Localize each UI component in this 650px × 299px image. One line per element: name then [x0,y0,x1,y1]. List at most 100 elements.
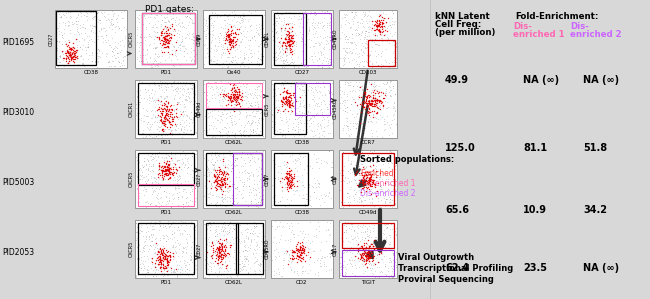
Point [133,118,144,123]
Point [150,51,161,56]
Point [297,92,307,97]
Point [339,229,349,234]
Point [389,109,400,113]
Point [365,103,376,107]
Point [285,16,296,21]
Point [338,258,348,263]
Point [170,162,180,167]
Point [138,53,148,58]
Point [208,220,218,225]
Point [360,45,370,49]
Point [360,251,370,255]
Point [378,194,389,199]
Point [285,44,295,49]
Point [241,110,252,115]
Point [231,99,241,103]
Point [277,179,287,184]
Point [168,161,179,166]
Point [249,226,259,231]
Point [163,108,174,113]
Point [256,34,266,39]
Point [157,171,168,176]
Point [283,125,293,130]
Point [309,51,319,56]
Point [70,51,81,56]
Point [272,129,282,134]
Point [164,31,174,36]
Point [293,126,304,131]
Point [73,13,83,18]
Point [210,251,220,256]
Point [162,113,173,118]
Point [365,183,376,188]
Point [111,25,121,29]
Point [387,131,398,136]
Point [107,21,118,26]
Point [348,83,359,88]
Point [150,152,160,157]
Point [214,184,225,189]
Point [205,22,216,27]
Point [210,234,220,238]
Point [382,106,393,111]
Point [163,44,174,49]
Point [298,247,309,252]
Point [159,42,170,47]
Point [230,12,240,17]
Point [190,33,200,38]
Point [162,199,172,204]
Point [270,93,281,98]
Point [303,80,313,85]
Point [164,120,174,124]
Point [372,251,383,256]
Point [254,199,264,204]
Point [281,170,292,175]
Point [246,103,257,108]
Point [162,158,172,163]
Text: NA (∞): NA (∞) [583,263,619,273]
Point [242,82,252,86]
Point [338,251,348,255]
Point [133,196,144,201]
Point [171,267,181,271]
Point [245,37,255,42]
Point [295,95,306,100]
Point [289,13,300,18]
Point [158,255,168,260]
Point [249,92,259,97]
Point [284,39,294,44]
Point [389,105,399,109]
Point [220,252,230,257]
Point [371,174,382,179]
Point [369,80,379,84]
Point [211,173,221,178]
Point [218,38,229,43]
Point [304,28,314,33]
Point [240,45,250,49]
Point [206,159,216,164]
Point [246,10,257,15]
Point [248,95,258,100]
Point [226,99,236,104]
Point [171,171,181,176]
Point [372,170,382,174]
Point [363,25,374,30]
Point [204,228,214,233]
Point [295,21,306,26]
Point [389,22,399,27]
Point [347,94,358,99]
Point [150,260,161,265]
Point [302,112,312,117]
Point [376,250,386,254]
Point [365,178,375,182]
Point [315,158,326,163]
Point [301,50,311,55]
Point [150,114,161,119]
Point [311,110,322,115]
Point [352,199,362,204]
Point [161,167,171,171]
Point [257,54,268,58]
Point [170,53,180,58]
Point [150,219,161,224]
Point [166,183,176,188]
